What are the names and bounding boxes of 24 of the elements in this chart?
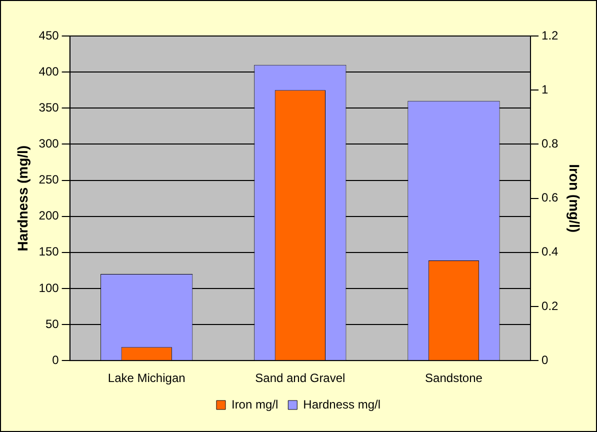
y2-axis-title: Iron (mg/l) — [566, 164, 583, 233]
y-tick-label: 300 — [38, 136, 60, 151]
y2-tick-label: 0 — [542, 352, 549, 367]
x-tick-label: Sand and Gravel — [255, 371, 346, 386]
y2-tick-label: 1.2 — [542, 28, 559, 42]
x-tick-label: Sandstone — [425, 371, 483, 386]
y-tick-label: 100 — [38, 280, 60, 295]
y2-tick-label: 0.8 — [542, 136, 559, 151]
y2-tick-label: 1 — [542, 82, 549, 96]
y2-tick-label: 0.6 — [542, 190, 559, 205]
y-tick-label: 200 — [38, 208, 60, 223]
y-tick-label: 400 — [38, 64, 60, 78]
x-tick-label: Lake Michigan — [108, 371, 186, 386]
y-tick-label: 0 — [52, 352, 60, 367]
y-tick-label: 450 — [38, 28, 60, 42]
legend-label: Hardness mg/l — [303, 397, 381, 412]
y-tick-label: 250 — [38, 172, 60, 187]
y-tick-label: 50 — [45, 316, 60, 331]
y2-tick-label: 0.4 — [542, 244, 559, 259]
legend-label: Iron mg/l — [231, 397, 278, 412]
y-axis-title: Hardness (mg/l) — [14, 145, 30, 252]
y2-tick-label: 0.2 — [542, 298, 559, 313]
y-tick-label: 350 — [38, 100, 60, 114]
y-tick-label: 150 — [38, 244, 60, 259]
